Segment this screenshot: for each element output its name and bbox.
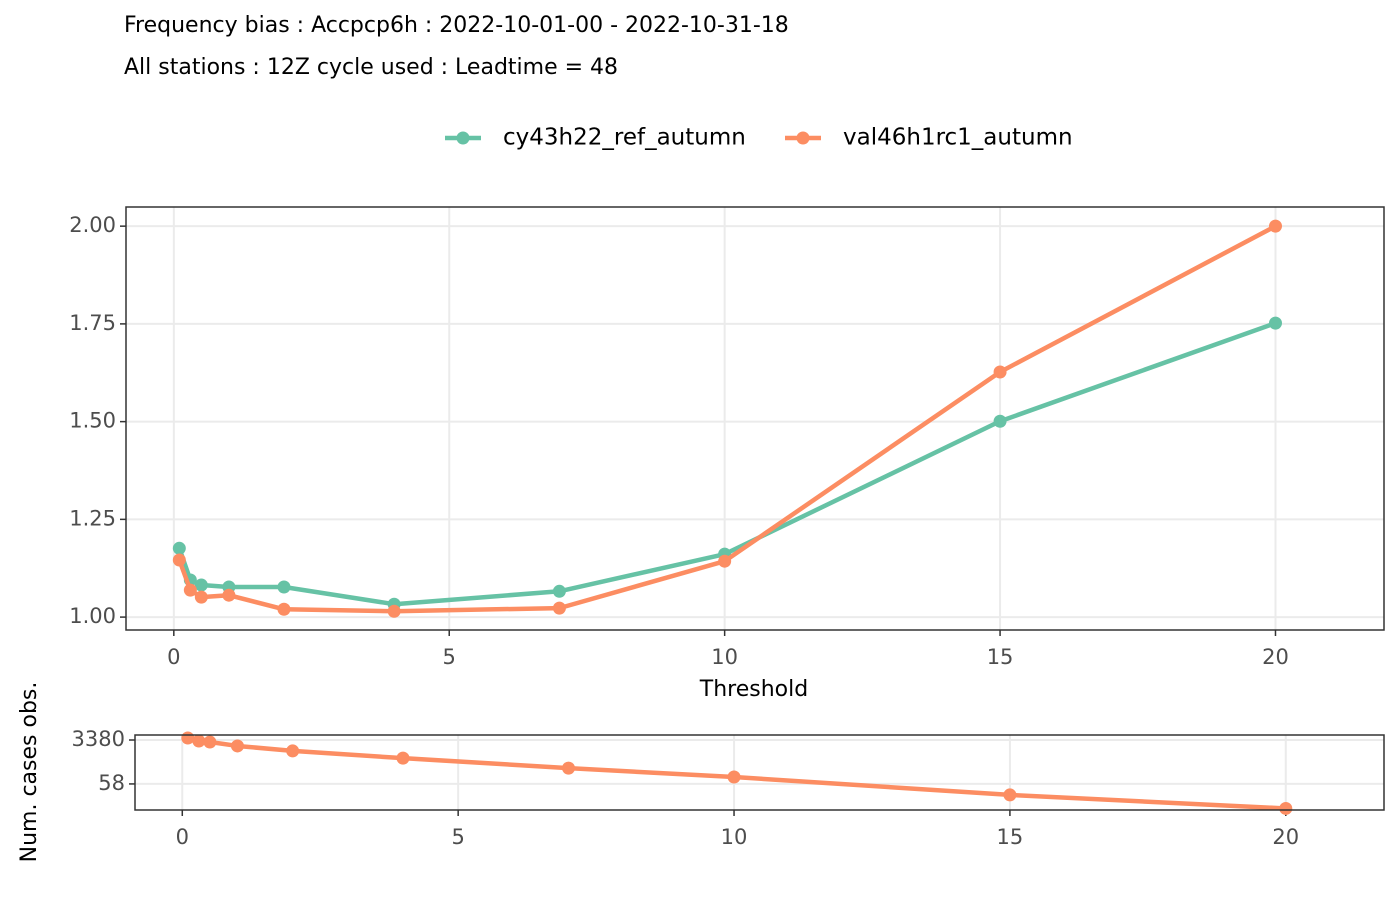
y-tick-label: 1.50: [69, 409, 116, 433]
y-tick-label: 1.75: [69, 311, 116, 335]
chart-title: Frequency bias : Accpcp6h : 2022-10-01-0…: [124, 13, 789, 38]
data-point: [192, 734, 206, 748]
x-axis-title: Threshold: [699, 677, 808, 702]
y-axis-title: Num. cases obs.: [17, 682, 42, 863]
y-tick-label: 1.25: [69, 506, 116, 530]
data-point: [1279, 801, 1293, 815]
data-point: [194, 590, 208, 604]
x-tick-label: 20: [1262, 645, 1289, 669]
x-tick-label: 0: [167, 645, 180, 669]
data-point: [203, 735, 217, 749]
x-tick-label: 15: [987, 645, 1014, 669]
legend-label: val46h1rc1_autumn: [843, 125, 1073, 151]
x-tick-label: 20: [1272, 825, 1299, 849]
data-point: [1268, 316, 1282, 330]
x-tick-label: 0: [176, 825, 189, 849]
x-tick-label: 10: [721, 825, 748, 849]
panel-border: [134, 734, 1385, 811]
data-point: [172, 553, 186, 567]
y-tick-label: 3380: [72, 727, 125, 751]
data-point: [727, 770, 741, 784]
chart-subtitle: All stations : 12Z cycle used : Leadtime…: [124, 55, 618, 80]
data-point: [194, 578, 208, 592]
data-point: [286, 744, 300, 758]
data-point: [1268, 219, 1282, 233]
legend-key-point: [456, 131, 470, 145]
data-point: [552, 584, 566, 598]
data-point: [181, 731, 195, 745]
data-point: [562, 761, 576, 775]
data-point: [396, 751, 410, 765]
data-point: [222, 588, 236, 602]
data-point: [993, 414, 1007, 428]
x-tick-label: 5: [443, 645, 456, 669]
data-point: [993, 365, 1007, 379]
legend-label: cy43h22_ref_autumn: [503, 125, 746, 151]
data-point: [718, 554, 732, 568]
data-point: [387, 604, 401, 618]
legend-key-point: [796, 131, 810, 145]
y-tick-label: 1.00: [69, 604, 116, 628]
data-point: [183, 583, 197, 597]
series-line: [177, 224, 1277, 614]
data-point: [277, 602, 291, 616]
y-tick-label: 58: [98, 771, 125, 795]
data-point: [1003, 788, 1017, 802]
data-point: [277, 580, 291, 594]
x-tick-label: 10: [711, 645, 738, 669]
panel-background: [135, 735, 1384, 810]
data-point: [552, 601, 566, 615]
panel-border: [125, 206, 1385, 631]
y-tick-label: 2.00: [69, 213, 116, 237]
x-tick-label: 5: [451, 825, 464, 849]
data-point: [172, 541, 186, 555]
data-point: [230, 739, 244, 753]
x-tick-label: 15: [997, 825, 1024, 849]
